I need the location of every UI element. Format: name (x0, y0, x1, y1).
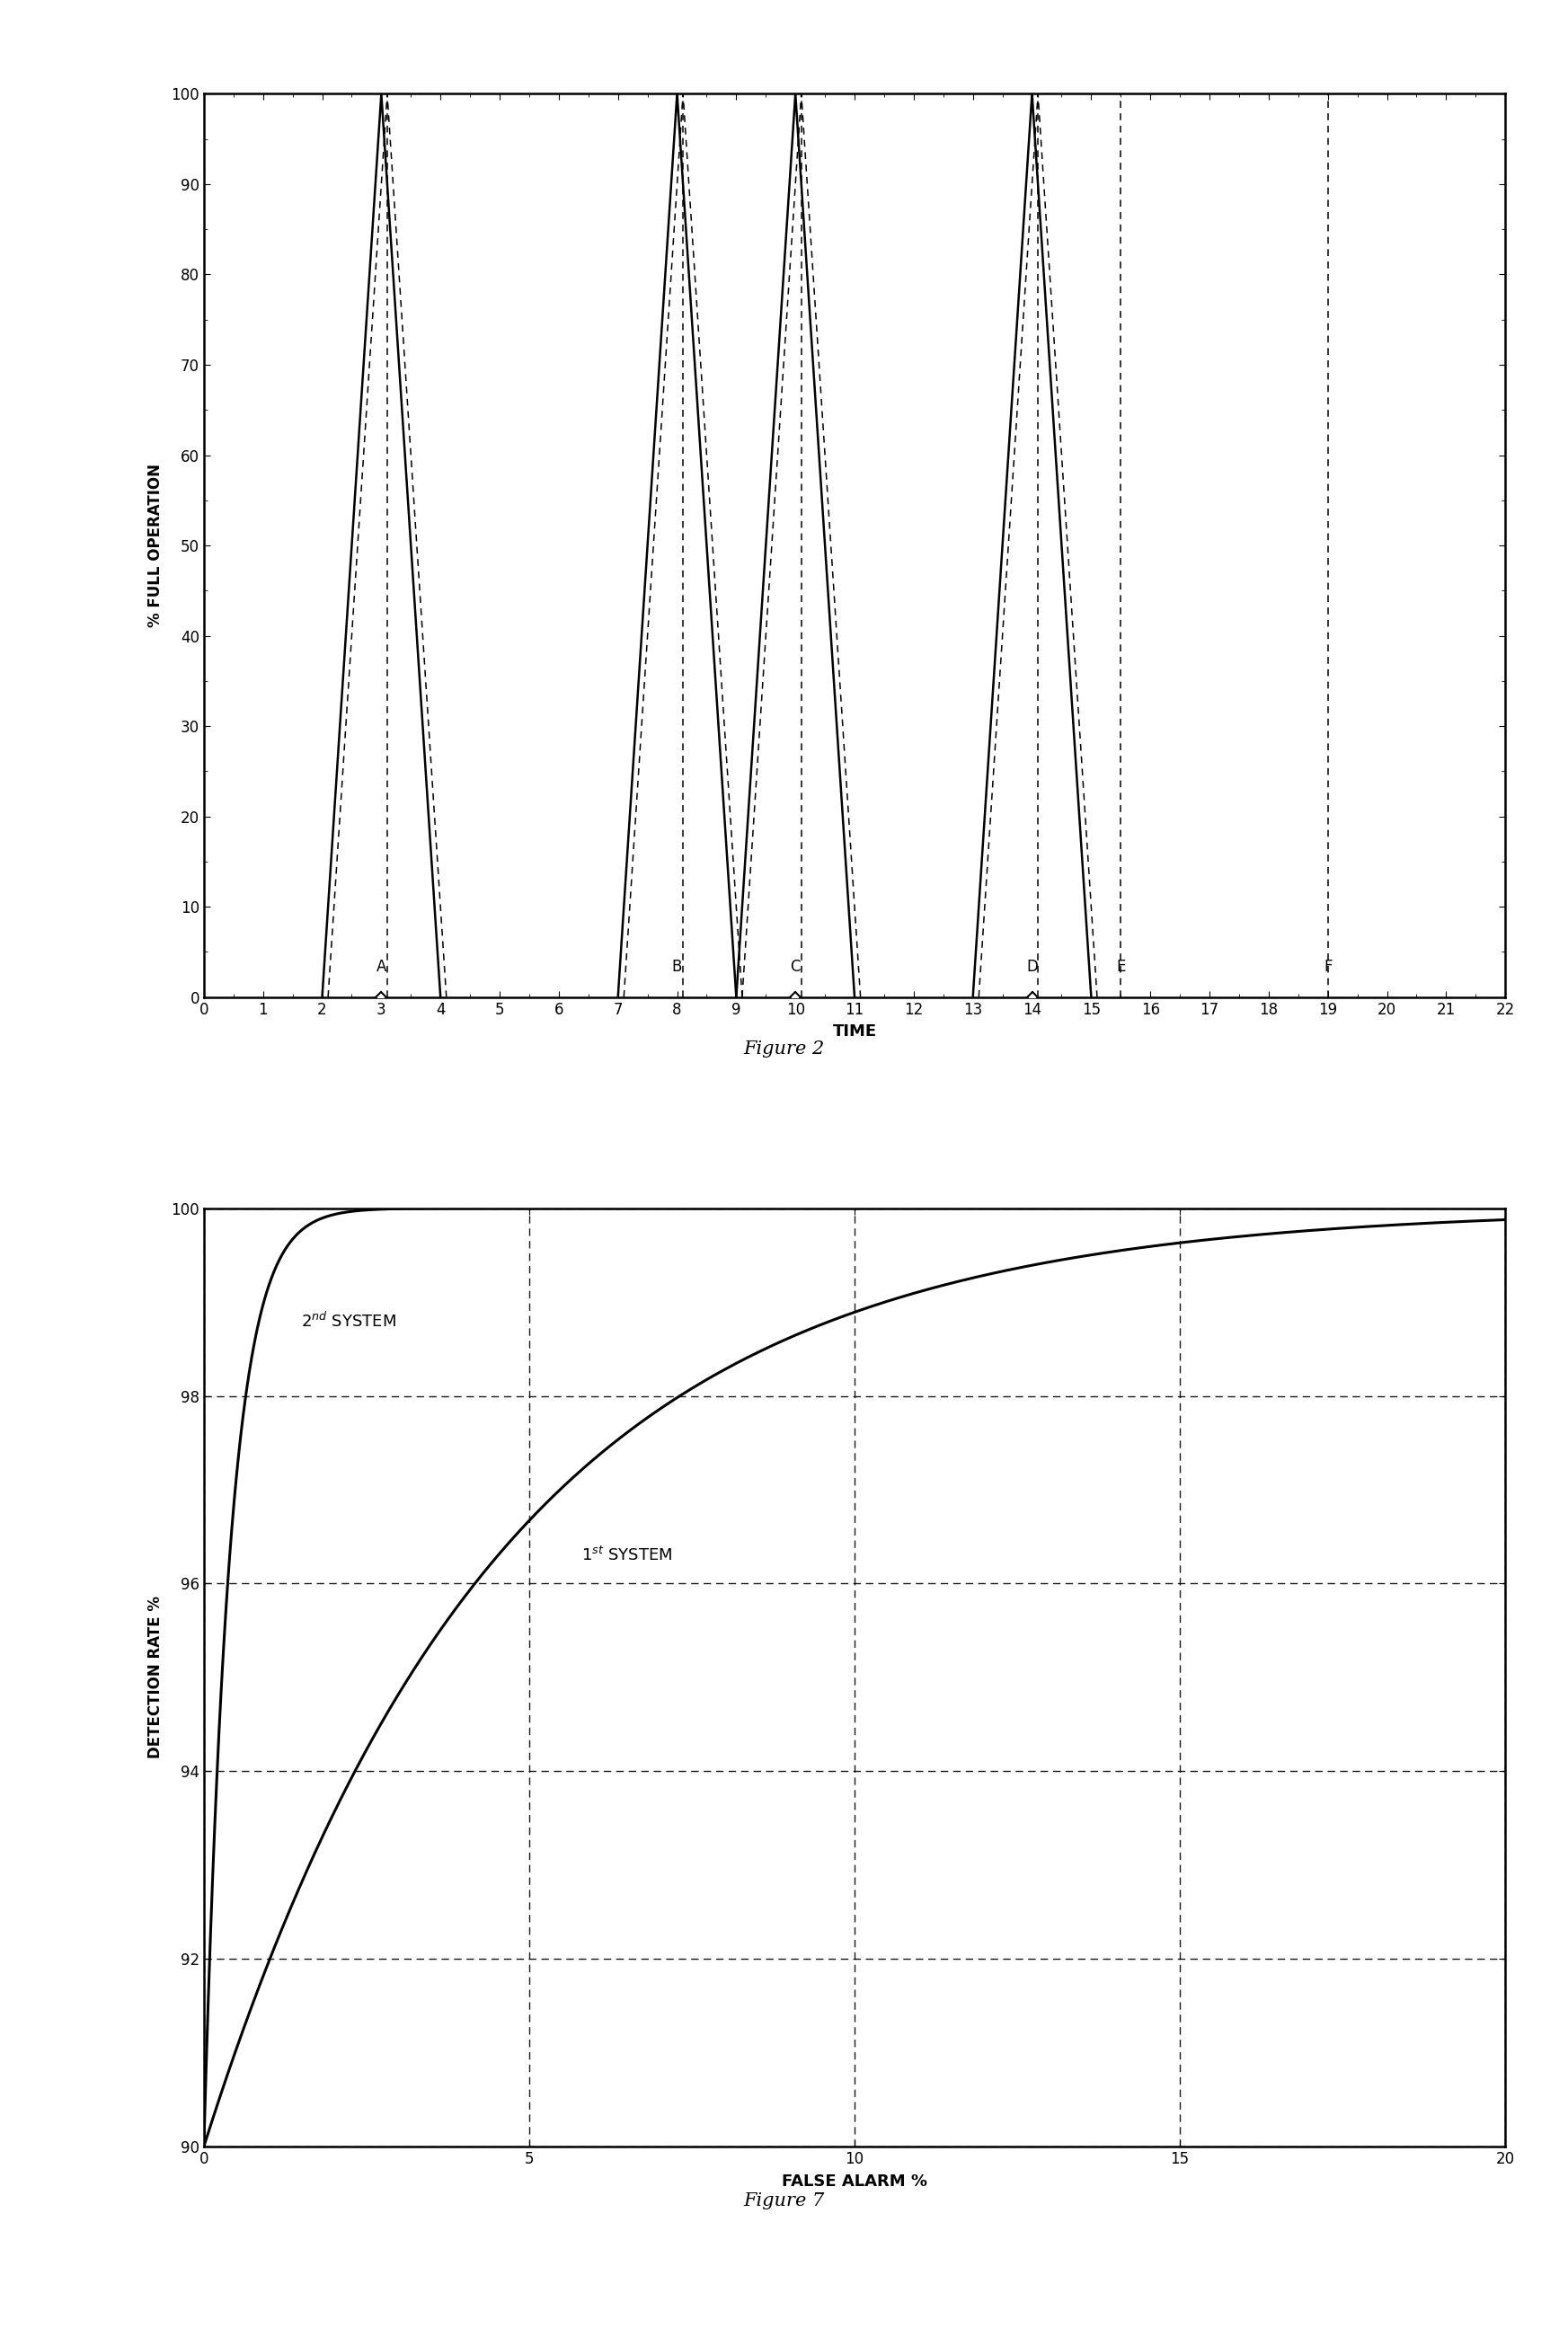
X-axis label: FALSE ALARM %: FALSE ALARM % (782, 2172, 927, 2189)
Text: F: F (1323, 957, 1333, 974)
X-axis label: TIME: TIME (833, 1023, 877, 1039)
Text: A: A (376, 957, 386, 974)
Text: D: D (1025, 957, 1038, 974)
Text: E: E (1116, 957, 1126, 974)
Y-axis label: % FULL OPERATION: % FULL OPERATION (147, 465, 163, 626)
Text: $1^{st}$ SYSTEM: $1^{st}$ SYSTEM (582, 1546, 673, 1565)
Text: Figure 7: Figure 7 (743, 2191, 825, 2210)
Text: B: B (673, 957, 682, 974)
Y-axis label: DETECTION RATE %: DETECTION RATE % (147, 1595, 163, 1760)
Text: $2^{nd}$ SYSTEM: $2^{nd}$ SYSTEM (301, 1311, 397, 1330)
Text: Figure 2: Figure 2 (743, 1039, 825, 1058)
Text: C: C (790, 957, 801, 974)
